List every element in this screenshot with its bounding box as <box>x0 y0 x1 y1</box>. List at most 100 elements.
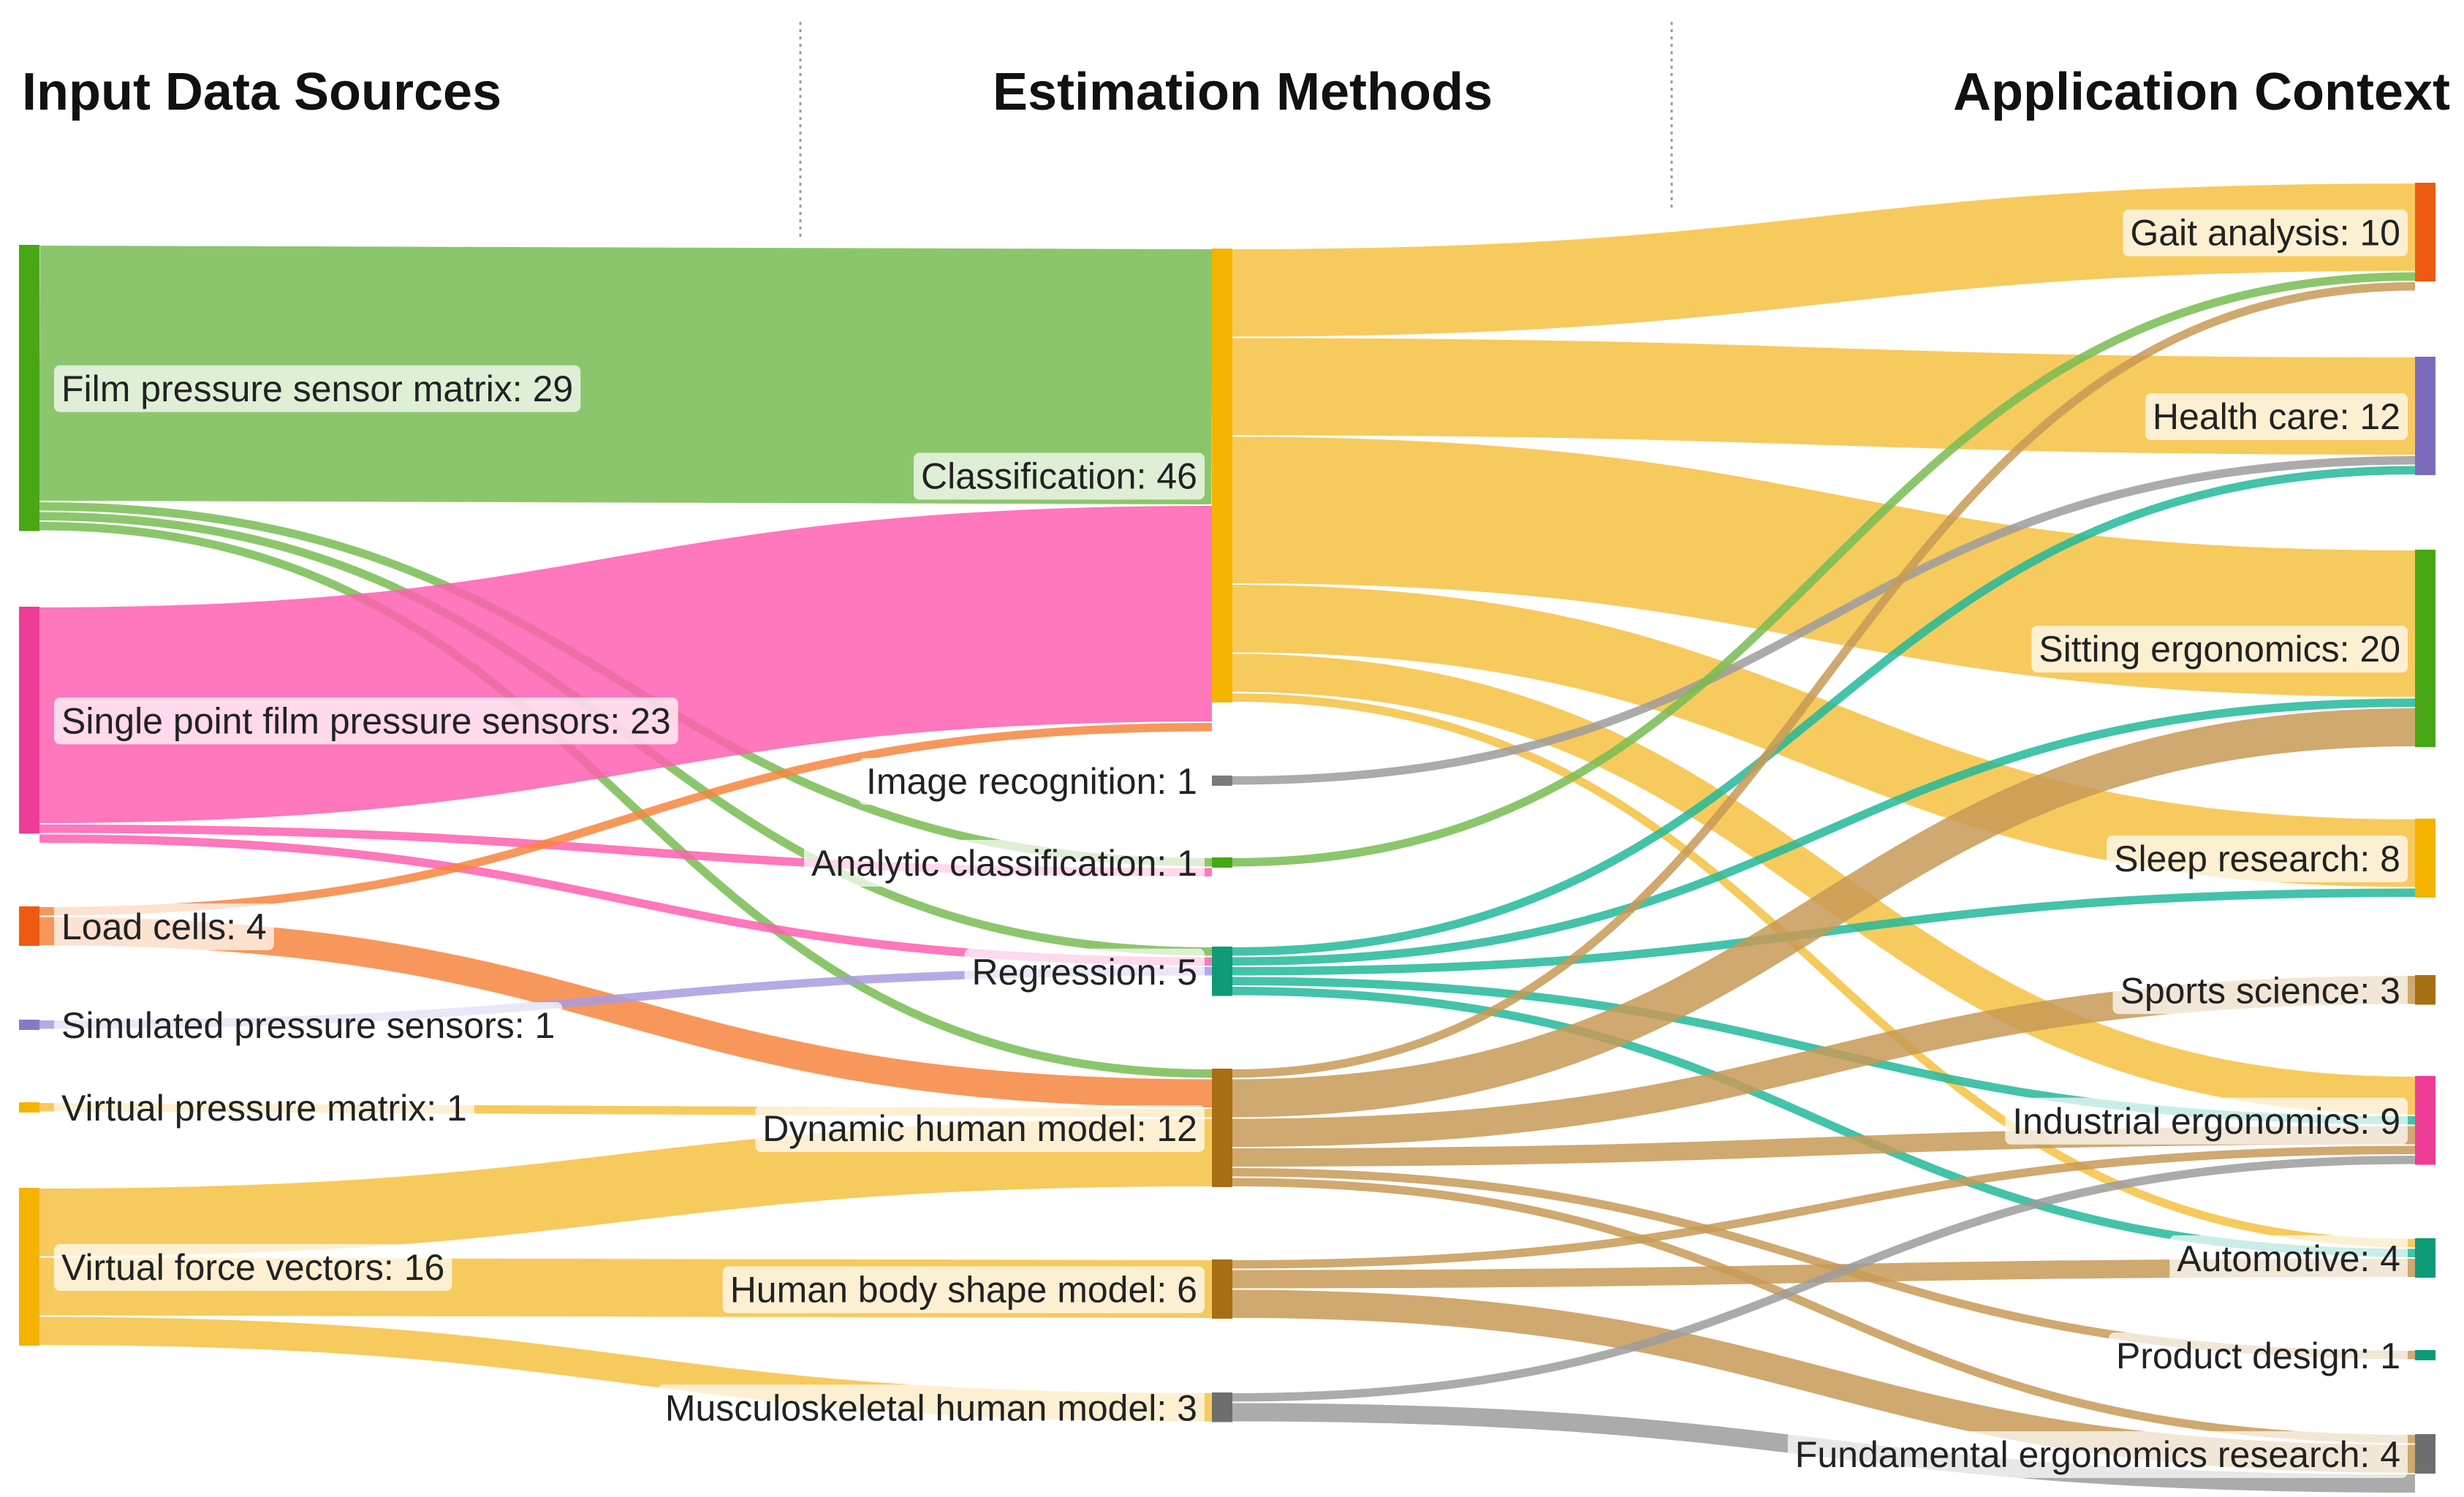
link-dhm-to-fund <box>1232 1178 2416 1444</box>
link-dhm-to-sit <box>1232 708 2416 1118</box>
node-label-bg-sleep <box>2107 835 2408 882</box>
node-label-load: Load cells: 4 <box>54 903 274 950</box>
node-bar-ind <box>2415 1076 2435 1165</box>
node-bar-dhm <box>1212 1069 1232 1187</box>
node-label-text-sim: Simulated pressure sensors: 1 <box>61 1005 555 1046</box>
node-label-dhm: Dynamic human model: 12 <box>755 1105 1205 1152</box>
node-label-gait: Gait analysis: 10 <box>2123 209 2408 257</box>
node-bar-sports <box>2415 975 2435 1005</box>
node-bar-msk <box>1212 1392 1232 1422</box>
link-img-to-health <box>1232 456 2416 785</box>
node-bar-fund <box>2415 1434 2435 1474</box>
node-label-bg-film <box>54 365 581 412</box>
node-label-text-sleep: Sleep research: 8 <box>2114 838 2400 879</box>
node-label-bg-reg <box>964 948 1205 996</box>
node-bar-vpm <box>19 1102 39 1113</box>
node-label-sports: Sports science: 3 <box>2112 967 2408 1015</box>
node-label-bg-vfv <box>54 1244 452 1291</box>
link-film-to-dhm <box>39 522 1213 1078</box>
link-vfv-to-dhm <box>39 1118 1213 1257</box>
link-class-to-ind <box>1232 653 2416 1115</box>
column-title-estimation-methods: Estimation Methods <box>993 63 1493 121</box>
link-load-to-class <box>39 723 1213 916</box>
node-label-text-fund: Fundamental ergonomics research: 4 <box>1795 1434 2400 1475</box>
node-label-text-auto: Automotive: 4 <box>2177 1238 2400 1279</box>
node-label-text-hbs: Human body shape model: 6 <box>730 1270 1197 1311</box>
node-label-text-msk: Musculoskeletal human model: 3 <box>665 1387 1197 1428</box>
node-label-auto: Automotive: 4 <box>2169 1235 2408 1282</box>
link-hbs-to-ind <box>1232 1145 2416 1269</box>
node-label-vpm: Virtual pressure matrix: 1 <box>54 1085 474 1132</box>
node-label-bg-msk <box>657 1384 1205 1432</box>
link-anal-to-gait <box>1232 272 2416 867</box>
link-msk-to-ind <box>1232 1156 2416 1402</box>
node-label-img: Image recognition: 1 <box>858 758 1205 805</box>
node-label-hbs: Human body shape model: 6 <box>722 1266 1205 1314</box>
node-label-health: Health care: 12 <box>2145 393 2408 440</box>
node-bar-anal <box>1212 857 1232 868</box>
node-label-text-vfv: Virtual force vectors: 16 <box>61 1247 444 1288</box>
node-label-text-vpm: Virtual pressure matrix: 1 <box>61 1088 467 1129</box>
node-label-bg-ind <box>2005 1097 2408 1145</box>
node-bar-auto <box>2415 1238 2435 1278</box>
node-label-text-film: Film pressure sensor matrix: 29 <box>61 368 573 409</box>
node-label-bg-anal <box>803 840 1205 887</box>
node-bar-sim <box>19 1020 39 1030</box>
node-bar-vfv <box>19 1188 39 1346</box>
node-label-bg-prod <box>2108 1333 2408 1379</box>
node-bar-hbs <box>1212 1259 1232 1319</box>
node-label-text-class: Classification: 46 <box>921 456 1197 497</box>
node-label-text-img: Image recognition: 1 <box>866 761 1197 802</box>
node-bar-reg <box>1212 947 1232 996</box>
node-label-reg: Regression: 5 <box>964 948 1205 996</box>
node-label-single: Single point film pressure sensors: 23 <box>54 697 678 745</box>
node-label-prod: Product design: 1 <box>2108 1333 2408 1379</box>
link-reg-to-health <box>1232 466 2416 956</box>
node-label-film: Film pressure sensor matrix: 29 <box>54 365 581 412</box>
column-title-input-data-sources: Input Data Sources <box>22 63 501 121</box>
node-label-bg-class <box>914 452 1205 500</box>
node-label-text-dhm: Dynamic human model: 12 <box>762 1108 1197 1149</box>
labels-layer: Film pressure sensor matrix: 29 Single po… <box>54 209 2408 1478</box>
node-label-bg-health <box>2145 393 2408 440</box>
node-label-sit: Sitting ergonomics: 20 <box>2031 626 2408 672</box>
node-label-bg-sports <box>2112 967 2408 1015</box>
node-label-text-sit: Sitting ergonomics: 20 <box>2039 629 2400 670</box>
node-label-msk: Musculoskeletal human model: 3 <box>657 1384 1205 1432</box>
node-label-text-health: Health care: 12 <box>2153 396 2400 437</box>
node-label-text-gait: Gait analysis: 10 <box>2130 213 2400 254</box>
node-bar-gait <box>2415 183 2435 281</box>
node-label-sleep: Sleep research: 8 <box>2107 835 2408 882</box>
node-label-bg-hbs <box>722 1266 1205 1314</box>
node-label-fund: Fundamental ergonomics research: 4 <box>1787 1431 2408 1478</box>
node-label-bg-single <box>54 697 678 745</box>
node-label-bg-vpm <box>54 1085 474 1132</box>
node-label-class: Classification: 46 <box>914 452 1205 500</box>
node-label-bg-auto <box>2169 1235 2408 1282</box>
node-bar-img <box>1212 776 1232 786</box>
node-label-vfv: Virtual force vectors: 16 <box>54 1244 452 1291</box>
column-title-application-context: Application Context <box>1953 63 2450 121</box>
node-label-text-reg: Regression: 5 <box>972 952 1198 993</box>
node-bar-load <box>19 906 39 946</box>
node-bar-prod <box>2415 1350 2435 1360</box>
node-label-text-prod: Product design: 1 <box>2116 1335 2400 1376</box>
link-class-to-auto <box>1232 693 2416 1248</box>
node-label-sim: Simulated pressure sensors: 1 <box>54 1002 563 1049</box>
node-bar-sleep <box>2415 819 2435 898</box>
node-label-bg-load <box>54 903 274 950</box>
node-label-text-load: Load cells: 4 <box>61 906 267 947</box>
node-label-text-anal: Analytic classification: 1 <box>811 843 1197 884</box>
node-label-bg-fund <box>1787 1431 2408 1478</box>
link-dhm-to-gait <box>1232 282 2416 1078</box>
node-label-bg-sit <box>2031 626 2408 672</box>
nodes-layer <box>19 183 2435 1474</box>
node-label-text-sports: Sports science: 3 <box>2120 970 2400 1011</box>
node-label-ind: Industrial ergonomics: 9 <box>2005 1097 2408 1145</box>
node-label-bg-img <box>858 758 1205 805</box>
node-label-text-ind: Industrial ergonomics: 9 <box>2012 1101 2400 1142</box>
node-label-bg-gait <box>2123 209 2408 257</box>
node-bar-single <box>19 607 39 834</box>
node-label-bg-sim <box>54 1002 563 1049</box>
